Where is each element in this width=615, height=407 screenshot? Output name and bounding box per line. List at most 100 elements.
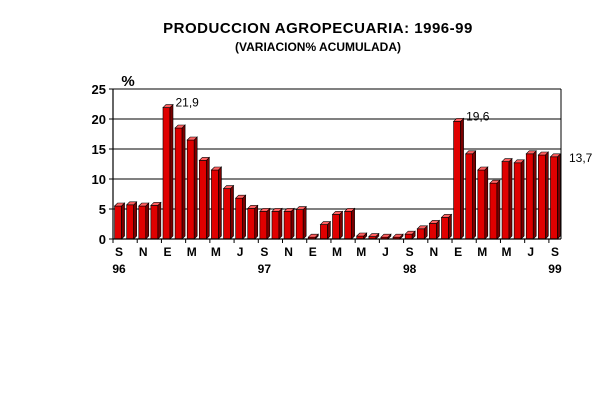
y-tick-label: 0 [99,232,106,247]
bar-top [440,214,453,218]
bar [247,204,259,240]
bar-top [537,151,550,156]
bar [343,207,356,240]
bar [295,205,307,240]
bar-side [193,136,198,240]
bar-top [186,136,198,141]
y-tick-label: 20 [92,112,106,127]
bar-top [295,206,307,210]
y-tick-label: 25 [92,82,106,97]
x-tick-label: M [356,245,366,259]
bar-front [235,197,243,240]
bar-side [278,207,283,240]
bar [125,201,138,240]
bar [416,225,428,240]
bar-top [380,233,392,238]
bar-top [392,233,404,238]
data-label: 19,6 [466,109,490,123]
x-year-label: 96 [112,262,126,276]
bar-top [271,208,283,212]
bar [525,150,537,240]
bar-front [320,224,328,240]
bar-front [174,127,183,240]
bar [537,151,550,240]
bar-top [113,202,126,207]
bar-top [174,124,186,129]
x-tick-label: N [139,245,148,259]
bar-front [211,169,219,240]
x-tick-label: S [115,245,123,259]
bar-front [416,228,425,240]
bar [283,207,295,240]
bar [234,194,247,240]
bar-top [549,153,562,158]
bar-front [538,154,546,240]
x-tick-label: J [237,245,244,259]
bar-side [218,166,222,240]
bar [113,202,126,240]
bar-front [138,205,147,240]
y-axis-unit: % [121,73,134,90]
bar-top [343,208,356,212]
bar-top [477,166,489,171]
bar-side [121,202,125,240]
data-label: 13,7 [569,151,593,165]
bar-top [247,205,259,209]
bar-front [295,209,304,240]
bar [368,232,380,240]
x-tick-label: E [309,245,317,259]
bar-side [302,205,307,240]
bar-top [452,118,465,122]
bar-top [368,233,380,237]
bar-side [532,150,537,240]
bar-front [441,217,449,240]
bar-front [477,169,486,240]
bar [319,220,332,240]
x-year-label: 99 [548,262,562,276]
bar [174,124,186,240]
bar-side [230,184,234,240]
bar [452,117,465,240]
bar-side [266,207,271,240]
bar-side [557,153,561,240]
bar [210,166,223,240]
bar [501,157,513,240]
x-tick-label: E [454,245,462,259]
bar-top [138,202,150,207]
chart-title: PRODUCCION AGROPECUARIA: 1996-99 [163,20,473,37]
bar-side [339,210,343,240]
bar-top [125,201,138,206]
bar-top [331,211,344,215]
x-tick-label: M [187,245,197,259]
bar [404,230,416,240]
y-tick-label: 5 [99,202,106,217]
bar-front [453,121,461,240]
bar-front [550,156,558,240]
bar-side [508,157,513,240]
bar [198,156,211,240]
bar [355,232,368,240]
bar-front [114,205,122,240]
bar-top [234,194,247,199]
bar-front [489,182,498,240]
bar-front [513,162,522,240]
bar-side [145,202,150,240]
bar [489,179,501,240]
bar-front [501,161,510,240]
bar-side [206,156,210,240]
x-tick-label: N [284,245,293,259]
bar [331,210,344,240]
bar-side [133,201,137,240]
bar [428,219,441,240]
x-tick-label: M [477,245,487,259]
bar-side [157,201,162,240]
bar-top [464,150,477,155]
x-tick-label: E [163,245,171,259]
bar-front [186,139,195,240]
bar-top [428,220,441,224]
bar-top [501,158,513,162]
x-tick-label: J [382,245,389,259]
bar-front [271,211,280,240]
bar-top [416,225,428,230]
